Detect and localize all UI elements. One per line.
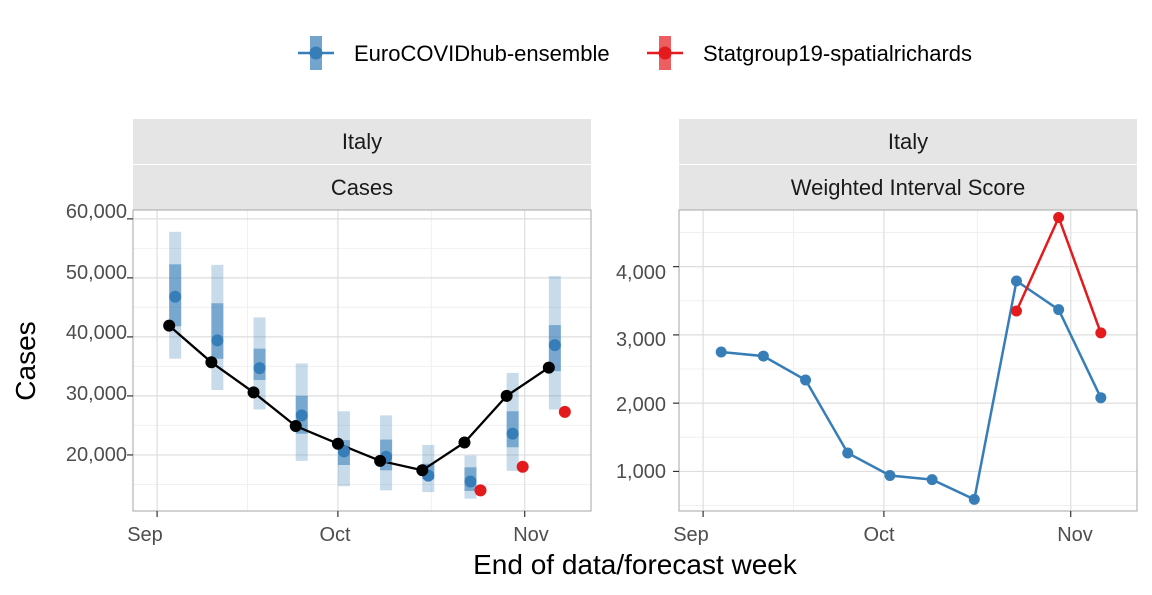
cases-ensemble-median-point (169, 290, 182, 303)
score-ensemble-point (968, 493, 980, 505)
cases-observed-point (247, 386, 260, 399)
cases-panel: Italy Cases 20,000 30,000 40,000 50,000 … (10, 119, 592, 546)
x-axis-title: End of data/forecast week (473, 549, 798, 580)
cases-grid-major (133, 210, 591, 511)
cases-statgroup-median-point (558, 405, 571, 418)
score-statgroup-point (1010, 305, 1022, 317)
score-statgroup-points (1010, 212, 1107, 339)
score-ensemble-point (800, 374, 812, 386)
cases-observed-point (163, 319, 176, 332)
cases-strip-measure-text: Cases (331, 175, 393, 200)
score-ytick-marks (673, 266, 679, 473)
legend-key-ensemble-point (309, 46, 323, 60)
score-ensemble-line (721, 278, 1102, 502)
score-ensemble-points (715, 275, 1107, 505)
legend-label-ensemble: EuroCOVIDhub-ensemble (354, 41, 610, 66)
cases-ensemble-median-point (295, 409, 308, 422)
cases-ytick-label: 20,000 (66, 444, 127, 466)
score-grid-major (679, 210, 1137, 511)
score-xtick-marks (702, 511, 1072, 517)
cases-ensemble-median-point (253, 362, 266, 375)
cases-xtick-marks (156, 511, 526, 517)
score-strip-region (679, 119, 1137, 164)
cases-ytick-marks (127, 218, 133, 456)
score-ensemble-point (1053, 304, 1065, 316)
cases-ensemble-points (169, 290, 561, 488)
score-panel-border (678, 209, 1138, 512)
y-axis-title: Cases (10, 321, 41, 400)
score-ensemble-point (926, 474, 938, 486)
cases-ensemble-median-point (548, 339, 561, 352)
cases-observed-point (331, 437, 344, 450)
cases-observed-point (205, 356, 218, 369)
cases-ensemble-median-point (506, 427, 519, 440)
score-ytick-label: 1,000 (616, 461, 666, 483)
cases-xtick-label: Nov (513, 524, 549, 546)
cases-statgroup-median-point (474, 484, 487, 497)
cases-ytick-label: 40,000 (66, 322, 127, 344)
score-statgroup-point (1053, 212, 1065, 224)
cases-bands-outer (169, 231, 561, 499)
score-ensemble-point (757, 350, 769, 362)
cases-observed-point (542, 361, 555, 374)
cases-statgroup-points (474, 405, 571, 497)
score-ytick-label: 2,000 (616, 394, 666, 416)
cases-observed-point (374, 454, 387, 467)
cases-observed-line (168, 324, 550, 472)
score-panel: Italy Weighted Interval Score 1,000 2,00… (616, 119, 1138, 546)
score-ensemble-point (715, 346, 727, 358)
cases-xtick-label: Oct (319, 524, 351, 546)
cases-ensemble-median-point (464, 475, 477, 488)
score-xtick-label: Nov (1057, 524, 1093, 546)
legend-key-ensemble (298, 36, 334, 70)
score-xtick-label: Sep (673, 524, 709, 546)
score-strip-region-text: Italy (888, 129, 928, 154)
score-strip-measure (679, 165, 1137, 210)
score-statgroup-point (1095, 327, 1107, 339)
cases-observed-points (163, 319, 555, 477)
cases-ensemble-median-point (211, 334, 224, 347)
cases-strip-measure (133, 165, 591, 210)
score-ensemble-point (884, 470, 896, 482)
cases-panel-border (132, 209, 592, 512)
cases-ensemble-inner-band (211, 303, 224, 359)
cases-xtick-label: Sep (127, 524, 163, 546)
cases-observed-point (289, 420, 302, 433)
cases-ytick-label: 30,000 (66, 383, 127, 405)
score-ensemble-point (842, 447, 854, 459)
cases-ytick-label: 60,000 (66, 201, 127, 223)
score-ytick-label: 3,000 (616, 329, 666, 351)
cases-bands-inner (169, 264, 561, 491)
cases-observed-point (500, 389, 513, 402)
cases-statgroup-median-point (516, 460, 529, 473)
score-ytick-label: 4,000 (616, 262, 666, 284)
legend: EuroCOVIDhub-ensemble Statgroup19-spatia… (298, 36, 972, 70)
score-xtick-label: Oct (863, 524, 895, 546)
legend-key-statgroup-point (658, 46, 672, 60)
score-strip-measure-text: Weighted Interval Score (791, 175, 1025, 200)
cases-observed-point (416, 464, 429, 477)
cases-ytick-label: 50,000 (66, 262, 127, 284)
cases-strip-region (133, 119, 591, 164)
legend-label-statgroup: Statgroup19-spatialrichards (703, 41, 972, 66)
score-statgroup-line (1015, 214, 1102, 334)
cases-strip-region-text: Italy (342, 129, 382, 154)
score-ensemble-point (1010, 275, 1022, 287)
legend-key-statgroup (647, 36, 683, 70)
score-grid-minor (679, 210, 1137, 511)
cases-observed-point (458, 436, 471, 449)
score-ensemble-point (1095, 392, 1107, 404)
